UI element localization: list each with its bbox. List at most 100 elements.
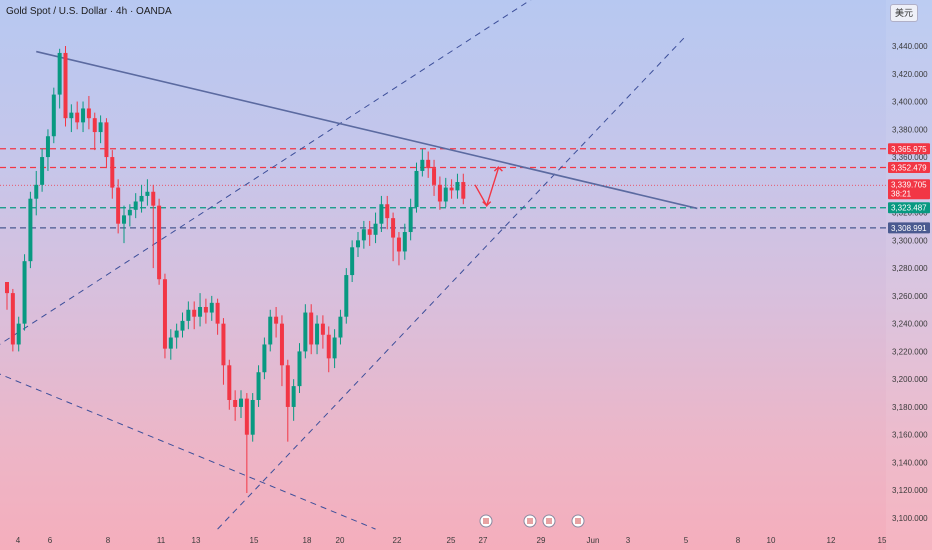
price-tick-label: 3,140.000 bbox=[892, 458, 928, 467]
event-flag-stripes bbox=[483, 518, 489, 524]
channel-lower-line bbox=[217, 35, 686, 530]
candle-body bbox=[239, 398, 243, 407]
arrow-head bbox=[482, 201, 492, 207]
symbol-title: Gold Spot / U.S. Dollar · 4h · OANDA bbox=[6, 6, 172, 17]
date-tick-label: 20 bbox=[336, 536, 345, 545]
candle-body bbox=[315, 323, 320, 345]
candle-body bbox=[98, 122, 103, 133]
candle-body bbox=[86, 108, 91, 119]
date-tick-label: 5 bbox=[684, 536, 689, 545]
candle-body bbox=[192, 309, 197, 317]
candle-body bbox=[361, 229, 366, 241]
candle-body bbox=[332, 337, 337, 359]
date-tick-label: 22 bbox=[393, 536, 402, 545]
candle-body bbox=[268, 316, 273, 345]
candle-body bbox=[168, 337, 173, 349]
price-tick-label: 3,120.000 bbox=[892, 486, 928, 495]
currency-button[interactable]: 美元 bbox=[890, 4, 918, 22]
candle-body bbox=[162, 279, 167, 349]
price-tag-label: 3,323.487 bbox=[891, 204, 927, 213]
candle-body bbox=[233, 400, 238, 407]
projection-arrow bbox=[474, 167, 500, 208]
candle-body bbox=[45, 136, 50, 158]
candle-body bbox=[303, 312, 308, 352]
candle-body bbox=[75, 112, 80, 123]
candle-body bbox=[63, 52, 68, 119]
candle-body bbox=[127, 209, 132, 216]
candle-body bbox=[69, 112, 74, 119]
candle-body bbox=[180, 320, 185, 331]
candle-body bbox=[10, 293, 15, 345]
price-tick-label: 3,160.000 bbox=[892, 431, 928, 440]
candle-body bbox=[455, 182, 460, 191]
candle-body bbox=[373, 223, 378, 235]
candle-body bbox=[367, 229, 372, 235]
price-tag-label: 3,339.705 bbox=[891, 181, 927, 190]
candle-body bbox=[414, 170, 419, 208]
date-tick-label: 8 bbox=[106, 536, 111, 545]
candle-body bbox=[92, 118, 97, 133]
candle-body bbox=[227, 365, 232, 400]
candle-body bbox=[256, 372, 261, 400]
price-tag-support bbox=[888, 202, 930, 214]
candle-body bbox=[420, 159, 425, 171]
date-tick-label: Jun bbox=[587, 536, 600, 545]
candle-body bbox=[34, 184, 39, 199]
price-tick-label: 3,440.000 bbox=[892, 42, 928, 51]
candle-body bbox=[449, 187, 454, 191]
candle-body bbox=[338, 316, 343, 338]
date-tick-label: 13 bbox=[192, 536, 201, 545]
candle-body bbox=[250, 400, 255, 435]
candle-body bbox=[151, 191, 156, 206]
price-tick-label: 3,420.000 bbox=[892, 70, 928, 79]
date-tick-label: 3 bbox=[626, 536, 631, 545]
price-tick-label: 3,300.000 bbox=[892, 236, 928, 245]
price-tick-label: 3,180.000 bbox=[892, 403, 928, 412]
candle-body bbox=[40, 157, 45, 185]
date-tick-label: 11 bbox=[157, 536, 166, 545]
candle-body bbox=[5, 282, 9, 294]
price-tag-current bbox=[888, 179, 930, 200]
candle-body bbox=[437, 184, 442, 202]
us-flag-stripes bbox=[527, 518, 533, 524]
price-tick-label: 3,260.000 bbox=[892, 292, 928, 301]
candle-body bbox=[461, 182, 466, 199]
candle-body bbox=[244, 398, 249, 435]
us-flag-stripes bbox=[546, 518, 552, 524]
price-axis bbox=[886, 0, 932, 550]
candles bbox=[5, 46, 466, 494]
candle-body bbox=[279, 323, 284, 366]
candle-body bbox=[326, 334, 331, 359]
candle-body bbox=[291, 386, 296, 407]
descending-trendline bbox=[36, 50, 698, 210]
candle-body bbox=[221, 323, 226, 366]
date-tick-label: 4 bbox=[16, 536, 21, 545]
price-tick-label: 3,380.000 bbox=[892, 125, 928, 134]
date-tick-label: 25 bbox=[447, 536, 456, 545]
candle-body bbox=[116, 187, 121, 224]
candle-body bbox=[297, 351, 302, 387]
candle-body bbox=[432, 168, 437, 185]
candle-body bbox=[145, 191, 150, 196]
us-flag-stripes bbox=[575, 518, 581, 524]
price-tick-label: 3,360.000 bbox=[892, 153, 928, 162]
candle-body bbox=[133, 201, 138, 210]
date-tick-label: 18 bbox=[303, 536, 312, 545]
candle-body bbox=[262, 344, 267, 373]
candle-body bbox=[198, 306, 203, 317]
candle-body bbox=[28, 198, 33, 262]
price-tick-label: 3,100.000 bbox=[892, 514, 928, 523]
price-tag-pivot bbox=[888, 222, 930, 234]
date-tick-label: 27 bbox=[479, 536, 488, 545]
candle-body bbox=[396, 237, 401, 252]
candle-body bbox=[139, 195, 144, 202]
candle-body bbox=[285, 365, 290, 407]
candle-body bbox=[51, 94, 56, 137]
date-tick-label: 15 bbox=[878, 536, 887, 545]
candle-body bbox=[57, 52, 62, 95]
candle-body bbox=[379, 204, 384, 224]
price-tag-label: 3,352.479 bbox=[891, 163, 927, 172]
date-tick-label: 12 bbox=[827, 536, 836, 545]
